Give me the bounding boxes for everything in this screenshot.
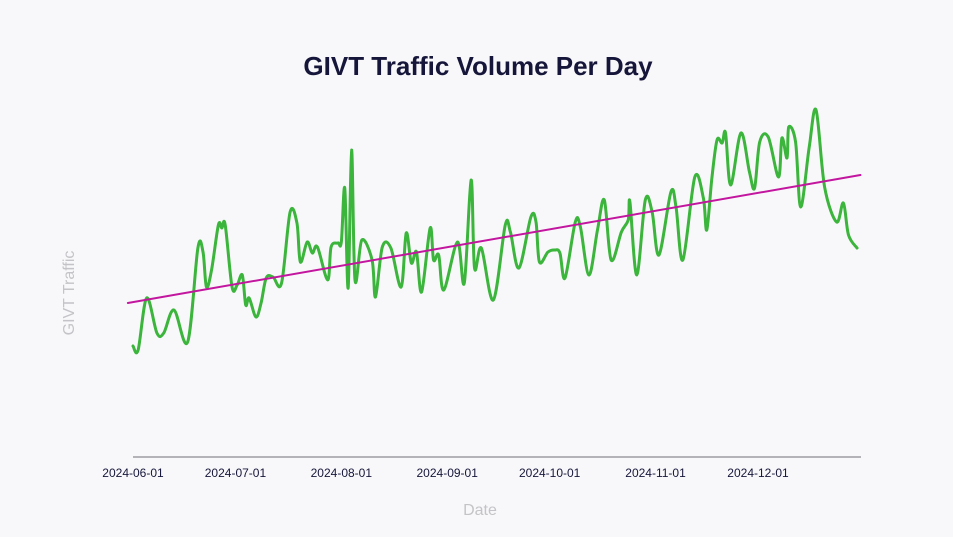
y-axis-label: GIVT Traffic [61,251,78,336]
x-tick-label: 2024-09-01 [417,466,479,480]
x-tick-label: 2024-12-01 [727,466,789,480]
trend-line [126,174,862,304]
x-tick-labels: 2024-06-01 2024-07-01 2024-08-01 2024-09-01… [102,466,789,480]
x-tick-label: 2024-10-01 [519,466,581,480]
x-axis-label: Date [463,502,497,519]
x-tick-label: 2024-06-01 [102,466,164,480]
series-group [126,107,862,355]
traffic-line [131,107,859,355]
x-tick-label: 2024-07-01 [205,466,267,480]
x-tick-label: 2024-08-01 [311,466,373,480]
chart-title: GIVT Traffic Volume Per Day [303,51,653,81]
x-tick-label: 2024-11-01 [625,466,686,480]
